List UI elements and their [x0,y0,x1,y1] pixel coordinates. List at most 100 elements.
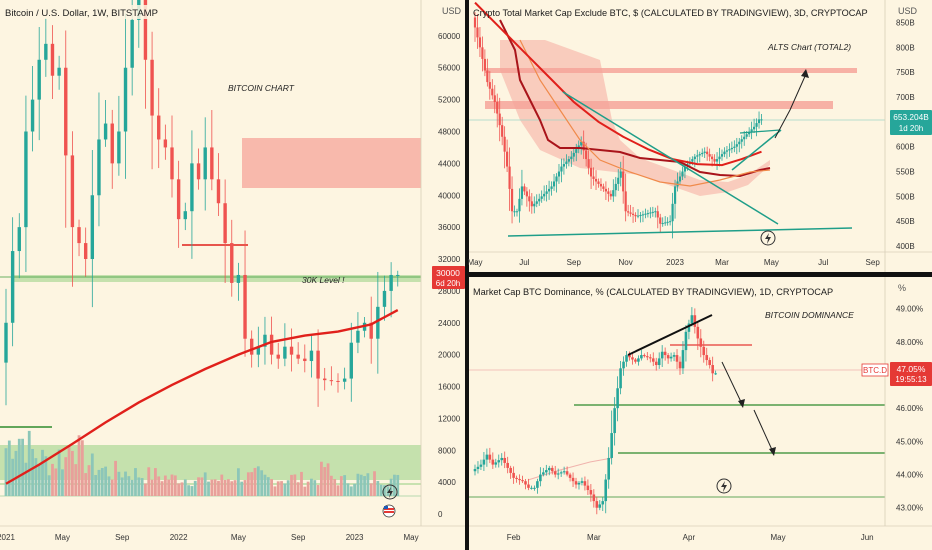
dominance-rising-wedge-line [627,314,713,356]
candle-body [183,211,187,220]
candle-body [515,477,518,479]
candle-body [711,365,714,374]
candle-body [613,408,616,434]
candle-body [681,350,685,369]
volume-bar [27,430,31,496]
alts-support-trendline [507,227,853,237]
panel-divider-vertical[interactable] [465,0,469,550]
volume-bar [273,486,277,496]
alts-time-axis[interactable]: May Jul Sep Nov 2023 Mar May Jul Sep [467,251,932,267]
y-tick-label: 20000 [438,351,461,360]
alts-x-ticks: May Jul Sep Nov 2023 Mar May Jul Sep [467,258,880,267]
dominance-price-axis[interactable]: % 43.00%44.00%45.00%46.00%47.00%48.00%49… [861,277,932,526]
x-tick-label: Jul [519,258,529,267]
volume-bar [67,446,71,496]
dominance-time-axis[interactable]: Feb Mar Apr May Jun [469,525,932,542]
x-tick-label: 2021 [0,533,15,542]
btc-titles: Bitcoin / U.S. Dollar, 1W, BITSTAMP BITC… [2,5,345,285]
candle-body [210,147,214,180]
volume-bar [243,480,247,496]
alts-price-axis[interactable]: USD 400B450B500B550B600B650B700B750B800B… [884,0,932,272]
candle-body [289,346,294,355]
volume-bar [47,475,51,496]
btc-time-axis[interactable]: 2021 May Sep 2022 May Sep 2023 May [0,525,465,550]
candle-body [693,315,697,327]
candle-body [524,481,527,485]
candle-body [488,454,492,460]
candle-body [296,354,300,359]
volume-bar [37,464,41,496]
btc-currency-label: USD [442,6,462,16]
candle-body [543,193,546,197]
candle-body [612,190,615,197]
y-tick-label: 40000 [438,191,461,200]
alts-chart-panel[interactable]: Crypto Total Market Cap Exclude BTC, $ (… [467,0,932,272]
candle-body [550,467,554,472]
candle-body [552,181,556,187]
alts-ribbon [500,40,770,196]
candle-body [755,123,758,127]
candle-body [243,274,247,339]
alts-upper-zone [485,68,857,73]
candle-body [562,164,566,167]
candle-body [643,355,646,357]
candle-body [323,378,327,381]
candle-body [586,485,590,491]
candle-body [568,474,572,478]
volume-bar [177,483,181,496]
candle-body [518,198,521,212]
candle-body [651,358,655,362]
btc-price-axis-background [421,0,465,526]
btc-flag-icon[interactable] [382,504,396,518]
candle-body [574,481,578,485]
volume-bar [24,462,28,496]
volume-bar [366,473,370,496]
y-tick-label: 750B [896,68,915,77]
candle-body [230,243,234,283]
btc-lightning-icon[interactable] [382,484,398,500]
candle-body [547,467,551,471]
candle-body [560,166,563,172]
volume-bar [223,480,227,496]
candle-body [672,355,676,357]
candle-body [57,67,61,76]
x-tick-label: 2022 [170,533,188,542]
alts-mid-zone [485,101,833,109]
volume-bar [349,486,353,496]
btc-price-axis[interactable]: USD 0 4000 8000 12000 16000 20000 24000 28000 32… [420,0,465,526]
volume-bar [17,438,21,496]
dominance-chart-panel[interactable]: Market Cap BTC Dominance, % (CALCULATED … [469,277,932,542]
panel-divider-horizontal[interactable] [469,272,932,277]
candle-body [10,251,15,323]
volume-bar [31,448,34,496]
volume-bar [276,481,280,496]
alts-zones [469,40,885,196]
candle-body [580,141,583,146]
candle-body [609,193,612,197]
alts-lightning-icon[interactable] [760,230,776,246]
volume-bar [313,480,317,496]
candle-body [634,359,637,362]
x-tick-label: Sep [866,258,881,267]
candle-body [663,351,667,356]
candle-body [24,131,28,228]
dominance-arrow-2 [753,409,774,453]
alts-price-axis-background [885,0,932,272]
candle-body [585,150,588,160]
volume-bar [57,449,61,496]
dominance-arrowhead-2 [769,447,776,456]
volume-bar [160,481,164,496]
volume-bar [4,448,8,496]
dominance-price-axis-background [885,277,932,526]
candle-body [701,152,704,155]
candle-body [508,166,511,189]
dominance-lightning-icon[interactable] [716,478,732,494]
alts-rising-trendline [731,129,782,171]
y-tick-label: 52000 [438,96,461,105]
candle-body [520,186,524,199]
candle-body [503,457,507,463]
candle-body [70,155,75,228]
candle-body [622,361,625,369]
y-tick-label: 49.00% [896,305,923,314]
btc-chart-panel[interactable]: Bitcoin / U.S. Dollar, 1W, BITSTAMP BITC… [0,0,465,550]
